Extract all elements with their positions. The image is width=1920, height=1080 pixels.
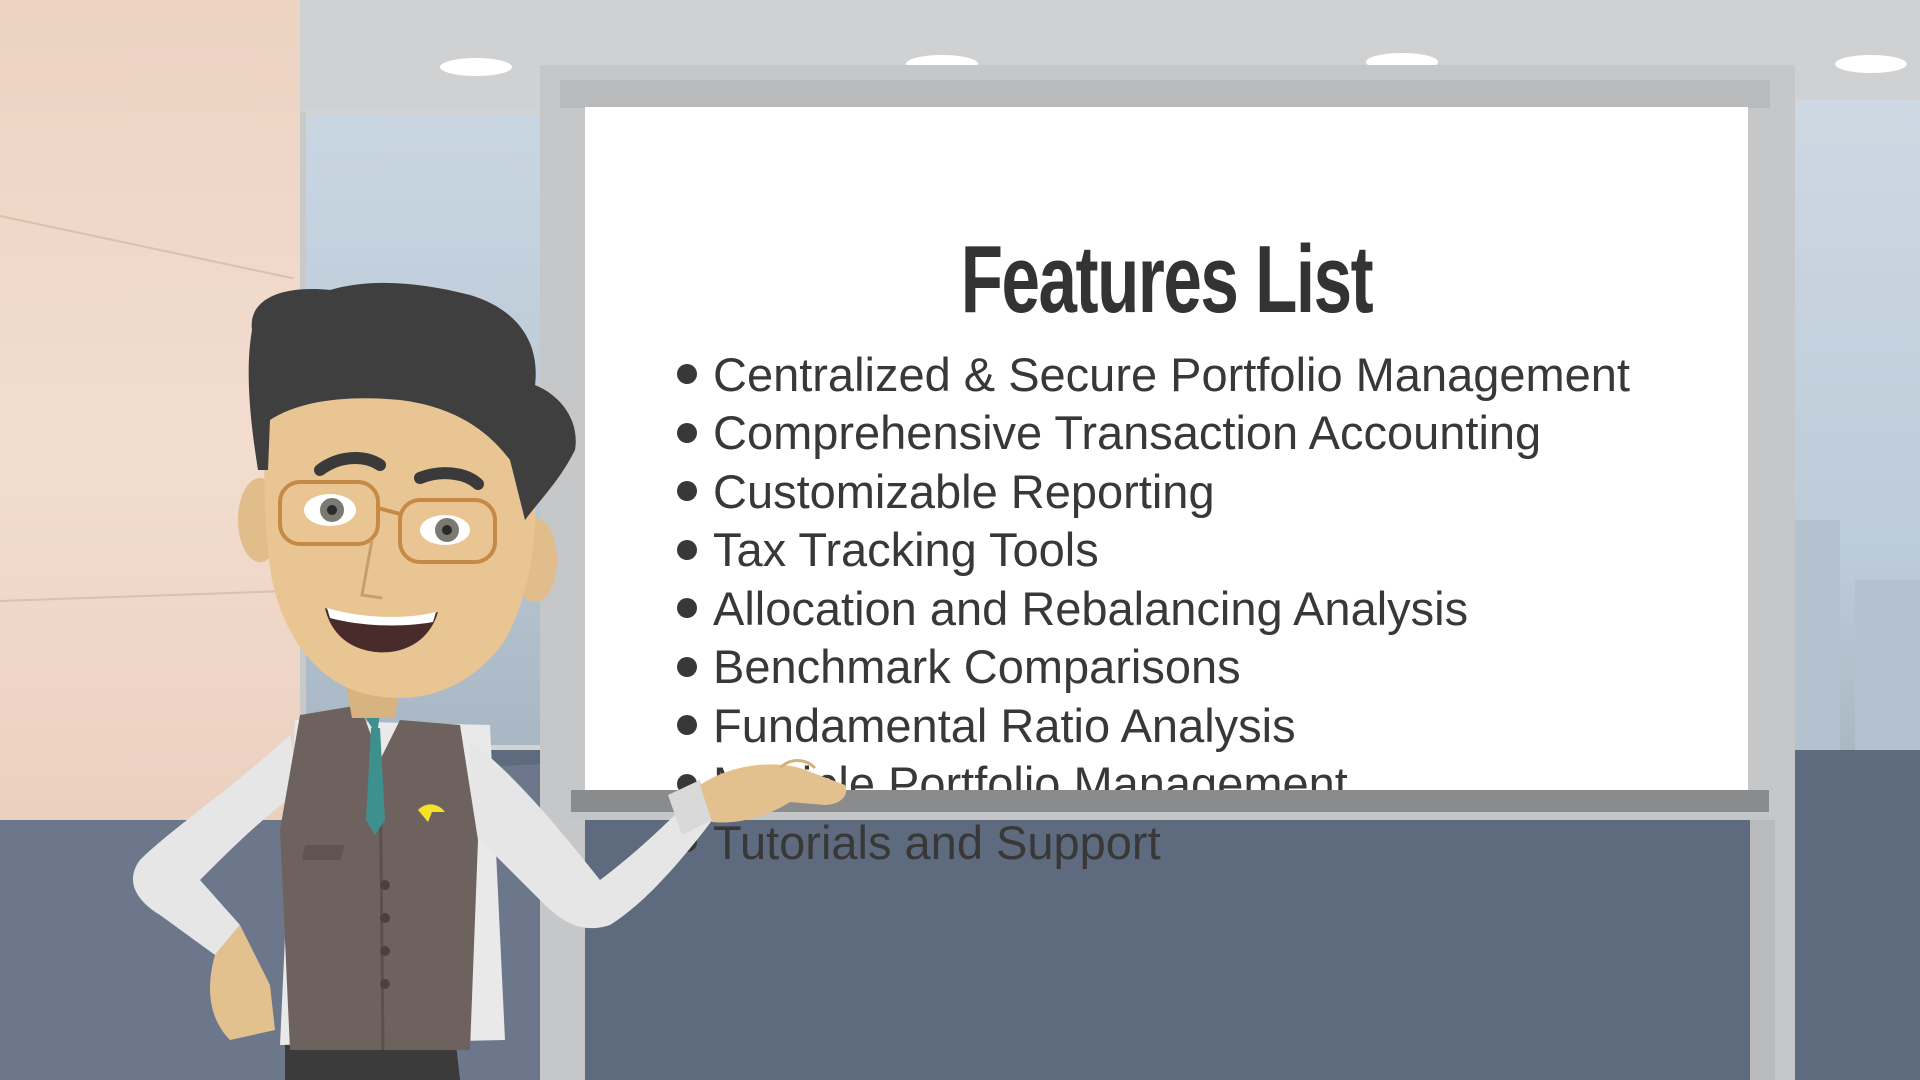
ceiling-light bbox=[1835, 55, 1907, 73]
bullet-icon bbox=[677, 539, 697, 560]
feature-label: Fundamental Ratio Analysis bbox=[713, 698, 1296, 752]
feature-list: Centralized & Secure Portfolio Managemen… bbox=[677, 345, 1630, 872]
feature-label: Customizable Reporting bbox=[713, 464, 1215, 518]
feature-item: Centralized & Secure Portfolio Managemen… bbox=[677, 345, 1630, 404]
feature-item: Fundamental Ratio Analysis bbox=[677, 696, 1630, 755]
feature-label: Tax Tracking Tools bbox=[713, 523, 1099, 577]
feature-label: Allocation and Rebalancing Analysis bbox=[713, 581, 1469, 635]
feature-label: Tutorials and Support bbox=[713, 815, 1161, 869]
ceiling-light bbox=[440, 58, 512, 76]
feature-item: Comprehensive Transaction Accounting bbox=[677, 404, 1630, 463]
feature-item: Allocation and Rebalancing Analysis bbox=[677, 579, 1630, 638]
feature-item: Tutorials and Support bbox=[677, 813, 1630, 872]
bullet-icon bbox=[677, 832, 697, 853]
bullet-icon bbox=[677, 656, 697, 677]
bullet-icon bbox=[677, 422, 697, 443]
window-left bbox=[300, 115, 540, 745]
left-wall bbox=[0, 0, 300, 820]
feature-item: Benchmark Comparisons bbox=[677, 638, 1630, 697]
bullet-icon bbox=[677, 481, 697, 502]
feature-item: Customizable Reporting bbox=[677, 462, 1630, 521]
bullet-icon bbox=[677, 598, 697, 619]
bullet-icon bbox=[677, 364, 697, 385]
board-leg bbox=[1750, 820, 1775, 1080]
board-title: Features List bbox=[960, 226, 1374, 333]
window-right bbox=[1795, 100, 1920, 780]
board-tray-lip bbox=[571, 812, 1769, 820]
board-tray bbox=[571, 790, 1769, 812]
board-stand-back bbox=[585, 820, 1750, 1080]
feature-label: Benchmark Comparisons bbox=[713, 640, 1241, 694]
feature-item: Tax Tracking Tools bbox=[677, 521, 1630, 580]
feature-label: Comprehensive Transaction Accounting bbox=[713, 406, 1542, 460]
bullet-icon bbox=[677, 715, 697, 736]
feature-label: Centralized & Secure Portfolio Managemen… bbox=[713, 347, 1630, 401]
board-frame-top bbox=[560, 80, 1770, 108]
whiteboard: Features List Centralized & Secure Portf… bbox=[585, 107, 1748, 869]
